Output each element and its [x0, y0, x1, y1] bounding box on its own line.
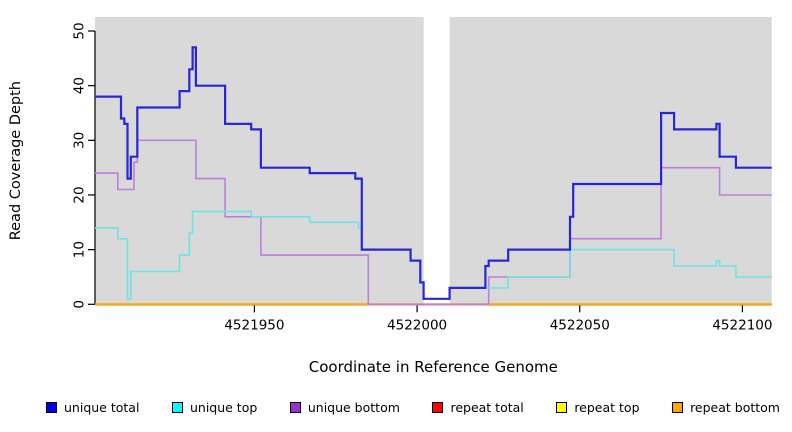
- legend-swatch-repeat-total: [432, 401, 444, 413]
- x-tick-label: 4522000: [387, 317, 447, 333]
- x-tick-label: 4522050: [550, 317, 610, 333]
- legend-item-unique-top: unique top: [171, 399, 258, 415]
- chart-legend: unique total unique top unique bottom repea…: [0, 394, 792, 420]
- legend-label-repeat-bottom: repeat bottom: [690, 399, 780, 415]
- legend-label-repeat-top: repeat top: [574, 399, 640, 415]
- y-tick-label: 50: [72, 22, 88, 39]
- y-axis-title: Read Coverage Depth: [8, 81, 24, 240]
- x-axis-title: Coordinate in Reference Genome: [309, 358, 558, 376]
- legend-swatch-unique-bottom: [289, 401, 301, 413]
- series-unique-bottom: [95, 139, 772, 306]
- y-tick-label: 30: [72, 132, 88, 149]
- series-unique-total: [95, 46, 772, 300]
- coverage-step-chart: 0 10 20 30 40 50 4521950 4522000 4522050 4522100 R…: [8, 17, 772, 376]
- legend-item-repeat-total: repeat total: [432, 399, 524, 415]
- legend-swatch-repeat-top: [556, 401, 568, 413]
- legend-item-repeat-bottom: repeat bottom: [672, 400, 780, 415]
- legend-label-repeat-total: repeat total: [450, 399, 524, 415]
- legend-label-unique-top: unique top: [189, 399, 258, 415]
- y-tick-label: 10: [72, 241, 88, 258]
- legend-swatch-repeat-bottom: [672, 401, 684, 413]
- y-tick-label: 0: [72, 300, 88, 309]
- legend-swatch-unique-total: [46, 401, 57, 413]
- y-tick-label: 40: [72, 77, 88, 94]
- legend-label-unique-bottom: unique bottom: [307, 399, 400, 415]
- legend-swatch-unique-top: [171, 401, 183, 413]
- legend-item-repeat-top: repeat top: [556, 399, 640, 415]
- legend-label-unique-total: unique total: [64, 399, 140, 415]
- legend-item-unique-bottom: unique bottom: [289, 399, 400, 415]
- x-tick-label: 4522100: [712, 317, 772, 333]
- coverage-gap-band: [423, 17, 450, 306]
- x-tick-label: 4521950: [224, 317, 284, 333]
- legend-item-unique-total: unique total: [46, 400, 139, 415]
- y-tick-label: 20: [72, 186, 88, 203]
